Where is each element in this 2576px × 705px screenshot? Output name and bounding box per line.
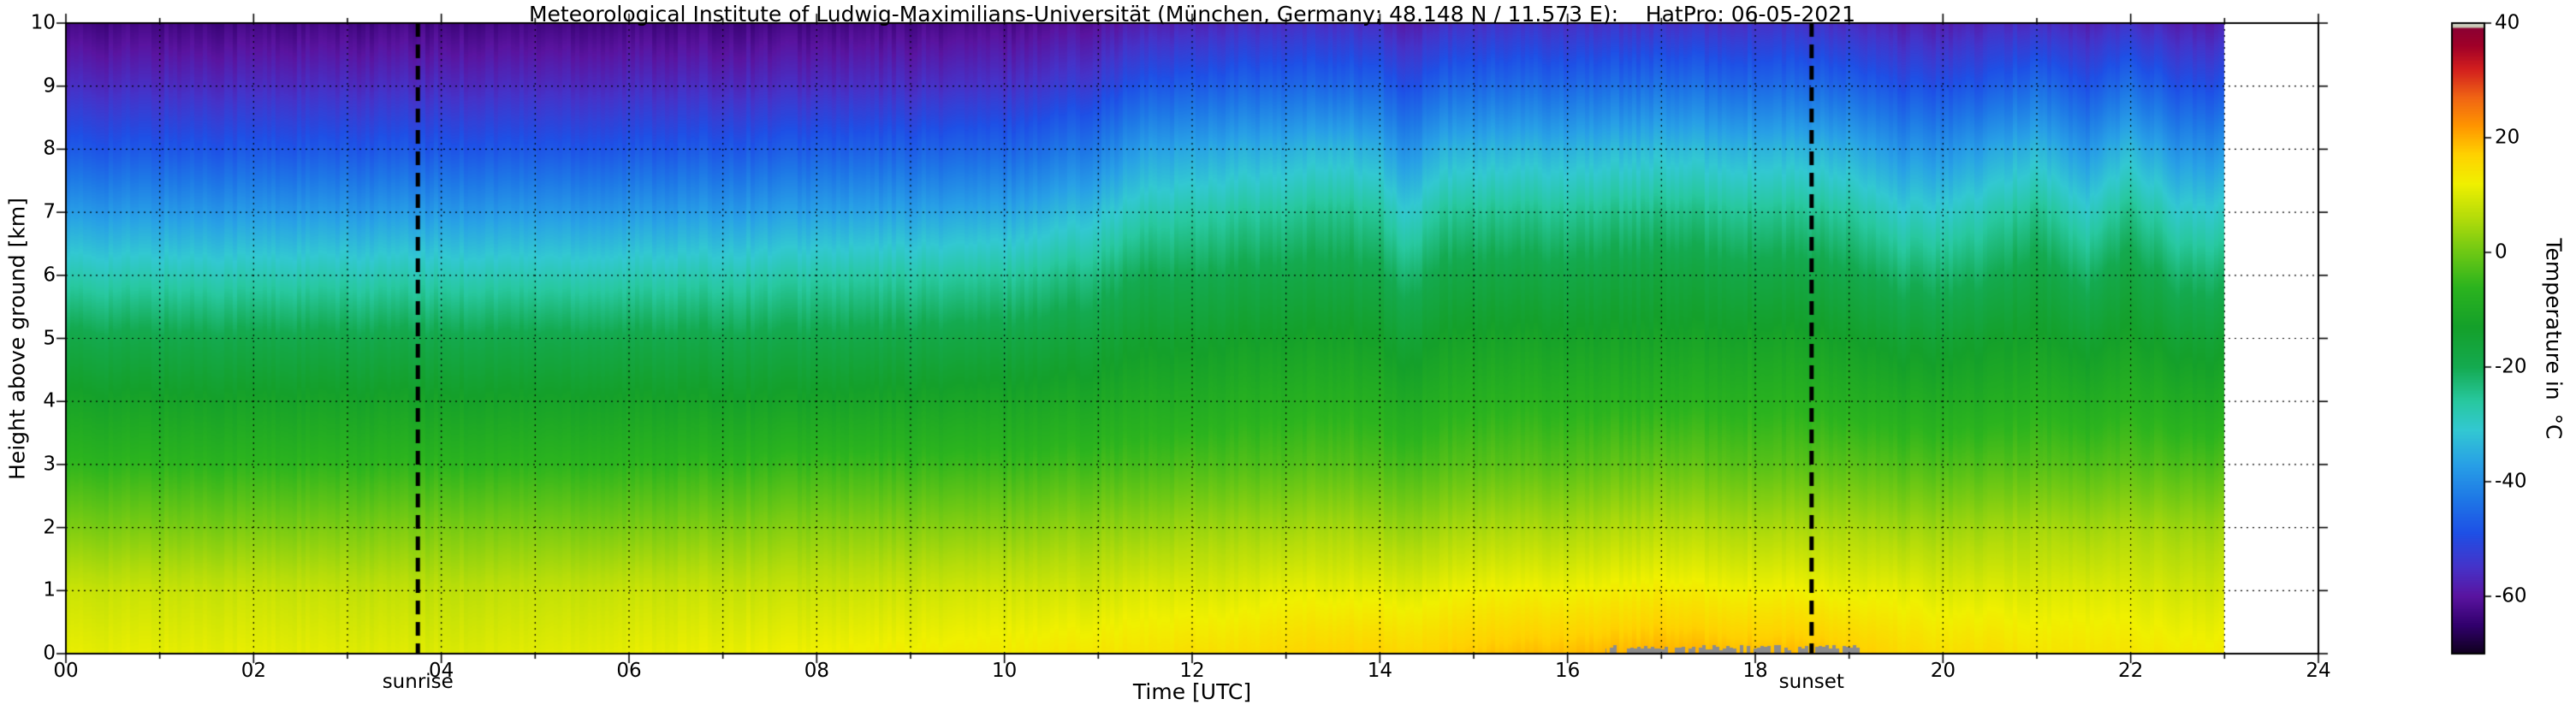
x-tick-label: 22 [2118, 660, 2144, 682]
x-tick-label: 18 [1742, 660, 1768, 682]
y-tick-label: 7 [43, 200, 56, 223]
y-tick-label: 2 [43, 515, 56, 538]
y-tick-label: 1 [43, 578, 56, 601]
colorbar-tick-label: -20 [2495, 355, 2527, 378]
x-tick-label: 08 [804, 660, 829, 682]
y-tick-label: 9 [43, 74, 56, 98]
x-tick-label: 14 [1367, 660, 1392, 682]
y-tick-label: 6 [43, 264, 56, 287]
x-tick-label: 04 [429, 660, 454, 682]
colorbar-tick-label: 20 [2495, 126, 2520, 149]
colorbar-tick-label: -60 [2495, 584, 2527, 607]
y-tick-label: 4 [43, 389, 56, 412]
x-axis-label: Time [UTC] [1132, 679, 1252, 704]
y-tick-label: 10 [30, 11, 56, 34]
sunrise-label: sunrise [382, 671, 454, 693]
plot-title: Meteorological Institute of Ludwig-Maxim… [528, 2, 1856, 27]
x-tick-label: 24 [2306, 660, 2331, 682]
y-tick-label: 0 [43, 642, 56, 665]
x-tick-label: 10 [992, 660, 1018, 682]
y-tick-label: 5 [43, 326, 56, 349]
x-tick-label: 02 [240, 660, 266, 682]
colorbar-tick-label: -40 [2495, 470, 2527, 493]
x-tick-label: 20 [1930, 660, 1956, 682]
y-tick-label: 3 [43, 453, 56, 476]
colorbar-label: Temperature in °C [2541, 238, 2567, 440]
colorbar-tick-label: 0 [2495, 240, 2508, 264]
sunset-label: sunset [1778, 671, 1844, 693]
x-tick-label: 16 [1555, 660, 1581, 682]
x-tick-label: 12 [1179, 660, 1205, 682]
x-tick-label: 06 [616, 660, 642, 682]
x-tick-label: 00 [53, 660, 79, 682]
colorbar-tick-label: 40 [2495, 11, 2520, 34]
y-tick-label: 8 [43, 137, 56, 160]
